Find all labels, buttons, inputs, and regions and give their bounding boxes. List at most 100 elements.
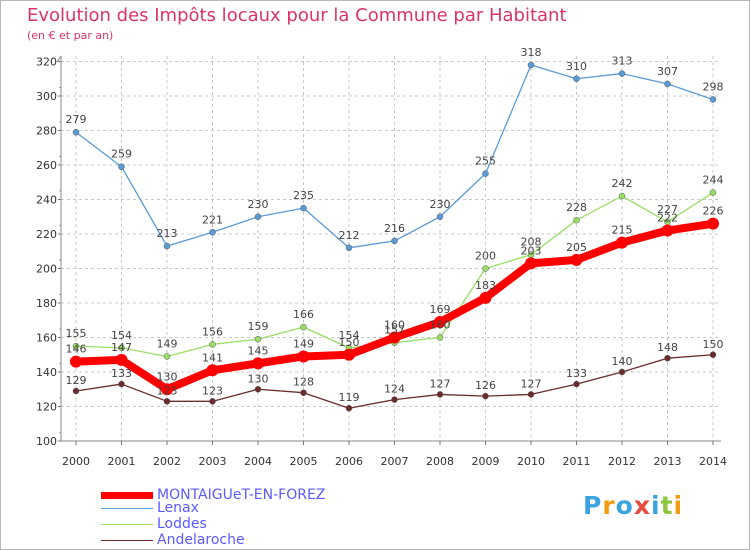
data-label: 133 — [111, 367, 132, 380]
data-point — [482, 170, 489, 177]
chart-title: Evolution des Impôts locaux pour la Comm… — [27, 5, 567, 26]
data-label: 222 — [657, 212, 678, 225]
data-point — [479, 291, 492, 304]
data-point — [707, 217, 719, 230]
y-tick-label: 260 — [36, 159, 57, 172]
y-tick-label: 320 — [36, 56, 57, 69]
data-point — [115, 353, 128, 366]
data-point — [618, 70, 626, 77]
data-point — [527, 61, 535, 69]
data-label: 205 — [566, 241, 587, 254]
data-point — [618, 368, 626, 376]
data-label: 155 — [66, 327, 87, 340]
data-point — [118, 163, 125, 170]
data-label: 310 — [566, 60, 587, 73]
data-point — [436, 334, 444, 341]
data-point — [343, 348, 355, 361]
data-label: 128 — [293, 376, 314, 389]
data-point — [72, 387, 80, 395]
data-label: 213 — [157, 227, 178, 240]
data-point — [391, 237, 398, 245]
data-point — [345, 244, 353, 252]
data-label: 147 — [111, 341, 132, 354]
data-point — [254, 213, 262, 220]
y-axis-arrow — [56, 55, 62, 63]
data-label: 123 — [157, 384, 178, 397]
data-label: 157 — [384, 324, 405, 337]
x-tick-label: 2012 — [608, 455, 636, 468]
logo-letter: i — [651, 491, 661, 520]
data-label: 154 — [339, 329, 360, 342]
data-label: 212 — [339, 229, 360, 242]
data-point — [482, 265, 489, 272]
data-label: 160 — [430, 319, 451, 332]
data-point — [391, 396, 398, 403]
data-label: 141 — [202, 351, 223, 364]
x-tick-label: 2001 — [108, 455, 136, 468]
data-label: 159 — [248, 320, 269, 333]
data-label: 244 — [703, 174, 724, 187]
x-tick-label: 2010 — [517, 455, 545, 468]
data-point — [664, 354, 671, 362]
data-label: 145 — [248, 344, 269, 357]
legend-swatch-montaigu — [101, 492, 153, 499]
data-label: 149 — [293, 337, 314, 350]
proxiti-logo: Proxiti — [583, 491, 683, 520]
data-label: 216 — [384, 222, 405, 235]
legend-swatch-lenax — [101, 508, 153, 509]
data-label: 203 — [521, 244, 542, 257]
logo-letter: P — [583, 491, 603, 520]
data-point — [573, 75, 580, 82]
x-tick-label: 2008 — [426, 455, 454, 468]
legend-swatch-andelaroche — [101, 540, 153, 541]
data-label: 154 — [111, 329, 132, 342]
data-point — [388, 331, 401, 344]
data-label: 200 — [475, 250, 496, 263]
data-label: 226 — [703, 205, 724, 218]
data-point — [206, 364, 219, 377]
logo-letter: x — [633, 491, 651, 520]
legend-label-andelaroche: Andelaroche — [157, 532, 245, 548]
data-label: 149 — [157, 337, 178, 350]
data-point — [573, 380, 580, 388]
data-point — [570, 253, 583, 266]
data-label: 307 — [657, 65, 678, 78]
data-label: 130 — [248, 372, 269, 385]
data-point — [163, 242, 171, 250]
y-tick-label: 140 — [36, 366, 57, 379]
legend-swatch-loddes — [101, 524, 153, 525]
data-point — [482, 392, 489, 400]
data-point — [436, 391, 444, 398]
data-label: 150 — [339, 336, 360, 349]
legend-label-loddes: Loddes — [157, 516, 207, 532]
data-label: 150 — [703, 338, 724, 351]
y-tick-label: 300 — [36, 90, 57, 103]
data-point — [525, 257, 537, 270]
y-tick-label: 100 — [36, 435, 57, 448]
data-point — [72, 342, 80, 350]
data-point — [300, 389, 307, 396]
data-point — [618, 192, 626, 200]
x-tick-label: 2005 — [290, 455, 318, 468]
data-point — [70, 355, 82, 368]
data-label: 169 — [430, 303, 451, 316]
data-point — [297, 350, 310, 363]
data-point — [118, 380, 125, 388]
data-point — [527, 391, 535, 398]
data-label: 127 — [430, 377, 451, 390]
data-point — [163, 398, 171, 405]
data-label: 124 — [384, 383, 405, 396]
data-label: 298 — [703, 80, 724, 93]
data-label: 221 — [202, 213, 223, 226]
data-point — [300, 204, 307, 212]
data-label: 215 — [612, 224, 633, 237]
data-point — [72, 128, 80, 136]
logo-letter: t — [660, 491, 674, 520]
data-point — [436, 213, 444, 220]
x-tick-label: 2009 — [472, 455, 500, 468]
data-label: 140 — [612, 355, 633, 368]
data-point — [661, 224, 674, 237]
x-tick-label: 2002 — [153, 455, 181, 468]
data-label: 166 — [293, 308, 314, 321]
